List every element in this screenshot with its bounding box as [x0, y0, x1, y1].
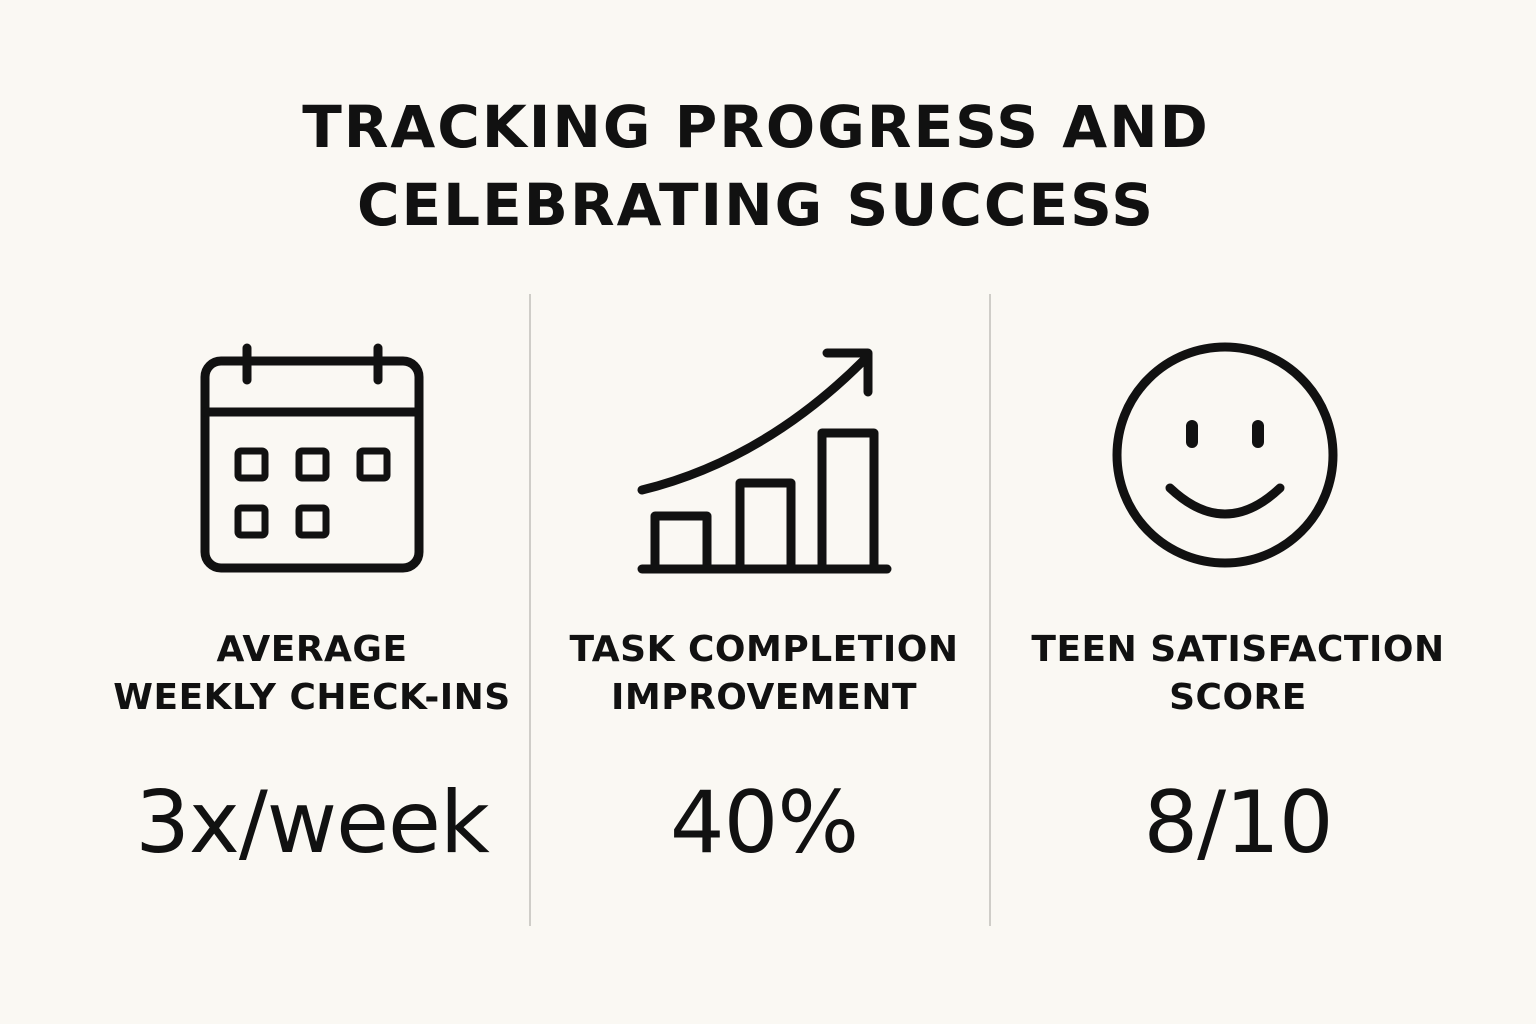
page-title-line-1: TRACKING PROGRESS AND [302, 93, 1210, 161]
column-divider-2 [989, 294, 991, 926]
metric-label-line-1: TEEN SATISFACTION [1031, 629, 1445, 670]
metric-value: 3x/week [135, 773, 490, 873]
metric-value: 8/10 [1143, 773, 1333, 873]
page-title-line-2: CELEBRATING SUCCESS [356, 171, 1156, 239]
metric-label-line-2: WEEKLY CHECK-INS [113, 677, 511, 718]
bar-chart-trend-icon [534, 330, 994, 590]
metric-label: TASK COMPLETION IMPROVEMENT [534, 626, 994, 722]
smiley-face-icon [1008, 330, 1468, 590]
metric-value: 40% [669, 773, 859, 873]
calendar-icon [82, 330, 542, 590]
metric-task-completion: TASK COMPLETION IMPROVEMENT 40% [534, 330, 994, 890]
column-divider-1 [529, 294, 531, 926]
metric-label-line-2: SCORE [1169, 677, 1307, 718]
metric-label-line-1: AVERAGE [216, 629, 408, 670]
metric-label-line-1: TASK COMPLETION [569, 629, 959, 670]
metric-label-line-2: IMPROVEMENT [610, 677, 917, 718]
metric-weekly-check-ins: AVERAGE WEEKLY CHECK-INS 3x/week [82, 330, 542, 890]
metric-label: TEEN SATISFACTION SCORE [1008, 626, 1468, 722]
metric-label: AVERAGE WEEKLY CHECK-INS [82, 626, 542, 722]
metric-teen-satisfaction: TEEN SATISFACTION SCORE 8/10 [1008, 330, 1468, 890]
